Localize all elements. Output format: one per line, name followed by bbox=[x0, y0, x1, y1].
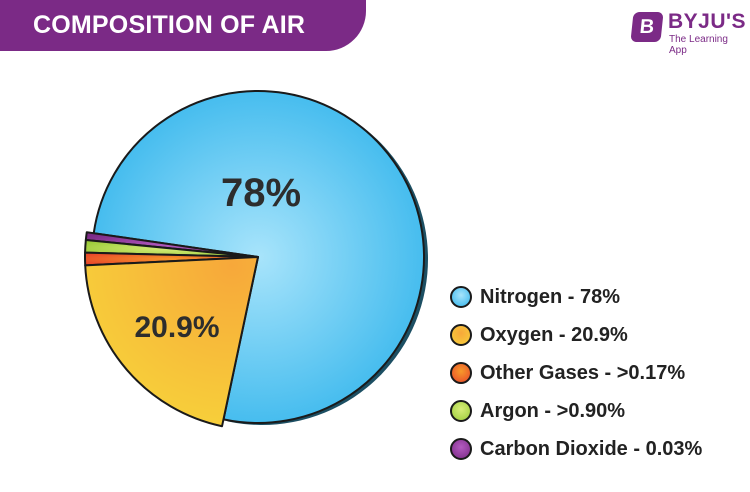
brand-name: BYJU'S bbox=[668, 10, 747, 33]
legend-item-nitrogen: Nitrogen - 78% bbox=[450, 278, 702, 316]
legend-label-other-gases: Other Gases - >0.17% bbox=[480, 361, 686, 384]
brand: B BYJU'S The Learning App bbox=[630, 10, 747, 56]
legend-item-carbon-dioxide: Carbon Dioxide - 0.03% bbox=[450, 430, 702, 468]
legend-label-oxygen: Oxygen - 20.9% bbox=[480, 323, 628, 346]
legend-swatch-oxygen bbox=[450, 324, 472, 346]
brand-tagline: The Learning App bbox=[669, 34, 728, 56]
legend-swatch-nitrogen bbox=[450, 286, 472, 308]
legend-label-argon: Argon - >0.90% bbox=[480, 399, 626, 422]
pie-slice-oxygen bbox=[84, 256, 259, 428]
legend: Nitrogen - 78% Oxygen - 20.9% Other Gase… bbox=[450, 278, 702, 468]
title-banner: COMPOSITION OF AIR bbox=[0, 0, 366, 51]
legend-item-other-gases: Other Gases - >0.17% bbox=[450, 354, 702, 392]
legend-item-oxygen: Oxygen - 20.9% bbox=[450, 316, 702, 354]
legend-label-nitrogen: Nitrogen - 78% bbox=[480, 285, 621, 308]
legend-swatch-other-gases bbox=[450, 362, 472, 384]
slice-label-oxygen: 20.9% bbox=[134, 311, 219, 344]
legend-label-carbon-dioxide: Carbon Dioxide - 0.03% bbox=[480, 437, 703, 460]
legend-swatch-carbon-dioxide bbox=[450, 438, 472, 460]
slice-label-nitrogen: 78% bbox=[221, 171, 301, 215]
legend-swatch-argon bbox=[450, 400, 472, 422]
page-title: COMPOSITION OF AIR bbox=[33, 11, 306, 39]
legend-item-argon: Argon - >0.90% bbox=[450, 392, 702, 430]
